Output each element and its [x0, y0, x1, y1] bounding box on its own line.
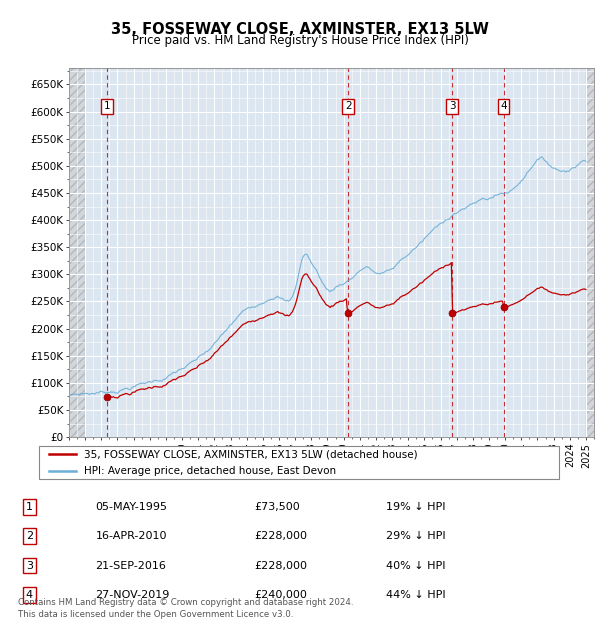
Text: 2: 2 [345, 101, 352, 111]
FancyBboxPatch shape [38, 446, 559, 479]
Bar [69, 68, 85, 437]
Text: 05-MAY-1995: 05-MAY-1995 [95, 502, 167, 512]
Text: 16-APR-2010: 16-APR-2010 [95, 531, 167, 541]
Text: 3: 3 [449, 101, 455, 111]
Text: 2: 2 [26, 531, 33, 541]
Text: 35, FOSSEWAY CLOSE, AXMINSTER, EX13 5LW: 35, FOSSEWAY CLOSE, AXMINSTER, EX13 5LW [111, 22, 489, 37]
Text: 40% ↓ HPI: 40% ↓ HPI [386, 560, 446, 570]
Text: 4: 4 [26, 590, 33, 600]
Text: 21-SEP-2016: 21-SEP-2016 [95, 560, 166, 570]
Text: £73,500: £73,500 [254, 502, 299, 512]
Text: 35, FOSSEWAY CLOSE, AXMINSTER, EX13 5LW (detached house): 35, FOSSEWAY CLOSE, AXMINSTER, EX13 5LW … [83, 450, 417, 459]
Text: 3: 3 [26, 560, 33, 570]
Text: HPI: Average price, detached house, East Devon: HPI: Average price, detached house, East… [83, 466, 335, 476]
Text: 1: 1 [26, 502, 33, 512]
Text: 44% ↓ HPI: 44% ↓ HPI [386, 590, 446, 600]
Text: £228,000: £228,000 [254, 560, 307, 570]
Text: £240,000: £240,000 [254, 590, 307, 600]
Text: Contains HM Land Registry data © Crown copyright and database right 2024.
This d: Contains HM Land Registry data © Crown c… [18, 598, 353, 619]
Text: 27-NOV-2019: 27-NOV-2019 [95, 590, 170, 600]
Text: 29% ↓ HPI: 29% ↓ HPI [386, 531, 446, 541]
Text: Price paid vs. HM Land Registry's House Price Index (HPI): Price paid vs. HM Land Registry's House … [131, 34, 469, 47]
Text: 4: 4 [500, 101, 507, 111]
Bar [586, 68, 599, 437]
Text: 1: 1 [104, 101, 110, 111]
Text: £228,000: £228,000 [254, 531, 307, 541]
Text: 19% ↓ HPI: 19% ↓ HPI [386, 502, 446, 512]
